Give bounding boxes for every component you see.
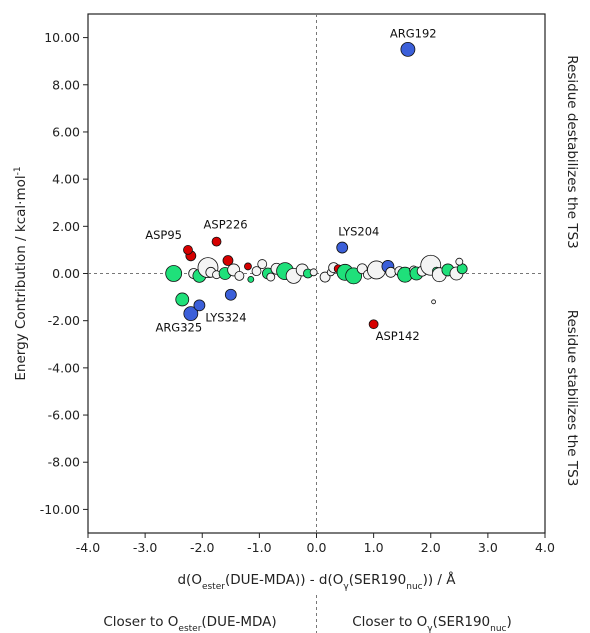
residue-point — [257, 259, 268, 269]
x-tick-label: 4.0 — [535, 540, 555, 555]
y-tick-label: -2.00 — [48, 313, 80, 328]
residue-point — [431, 299, 437, 305]
x-tick-label: 3.0 — [478, 540, 498, 555]
x-tick-label: 0.0 — [307, 540, 327, 555]
bottom-left-note: Closer to Oester(DUE-MDA) — [103, 614, 276, 633]
point-label-asp142: ASP142 — [376, 329, 420, 343]
residue-point — [175, 292, 190, 307]
x-tick-label: -1.0 — [247, 540, 271, 555]
point-label-arg192: ARG192 — [390, 26, 437, 40]
residue-point — [455, 257, 464, 266]
superscript: -1 — [13, 166, 23, 175]
residue-point — [266, 272, 276, 282]
residue-point — [224, 288, 237, 301]
y-tick-label: 10.00 — [44, 30, 80, 45]
axis-text: -4.0 -3.0 -2.0 -1.0 0.0 1.0 2.0 3.0 4.0-10.00-8.… — [13, 30, 580, 633]
y-tick-label: 4.00 — [52, 172, 80, 187]
residue-point — [345, 267, 363, 285]
labeled-point-asp95 — [183, 245, 193, 255]
subscript: nuc — [406, 582, 422, 592]
y-tick-label: 8.00 — [52, 77, 80, 92]
subscript: ester — [202, 582, 225, 592]
labeled-point-lys204 — [336, 241, 349, 254]
residue-point — [222, 255, 234, 266]
subscript: nuc — [490, 624, 506, 633]
y-tick-label: 0.00 — [52, 266, 80, 281]
data-points — [165, 41, 468, 330]
x-tick-label: -4.0 — [76, 540, 100, 555]
y-tick-label: -6.00 — [48, 408, 80, 423]
labeled-point-asp226 — [211, 236, 222, 247]
point-label-asp95: ASP95 — [145, 228, 182, 242]
labeled-point-arg325 — [183, 306, 199, 322]
x-tick-label: 1.0 — [364, 540, 384, 555]
subscript: γ — [343, 582, 349, 592]
text-part: (DUE-MDA) — [201, 614, 276, 630]
text-part: )) / Å — [423, 571, 457, 588]
text-part: (SER190 — [433, 614, 491, 630]
side-label-stabilizes: Residue stabilizes the TS3 — [564, 310, 580, 487]
residue-point — [247, 275, 255, 283]
annotations: ARG192 LYS204 ASP142 ASP95 ASP226 ARG325LYS32… — [145, 26, 436, 343]
point-label-lys204: LYS204 — [338, 225, 379, 239]
residue-point — [309, 268, 318, 277]
point-label-lys324: LYS324 — [205, 310, 246, 324]
x-tick-label: -2.0 — [190, 540, 214, 555]
x-tick-label: -3.0 — [133, 540, 157, 555]
residue-point — [319, 271, 331, 283]
y-axis-title: Energy Contribution / kcal·mol-1 — [13, 166, 29, 380]
text-part: Closer to O — [103, 614, 178, 630]
text-part: Energy Contribution / kcal·mol — [13, 175, 29, 380]
subscript: ester — [178, 624, 201, 633]
point-label-asp226: ASP226 — [204, 218, 248, 232]
residue-point — [244, 262, 252, 271]
x-tick-label: 2.0 — [421, 540, 441, 555]
text-part: ) — [507, 614, 512, 630]
residue-point — [251, 266, 262, 277]
residue-point — [385, 266, 397, 278]
y-tick-label: 6.00 — [52, 124, 80, 139]
y-tick-label: -10.00 — [40, 502, 80, 517]
y-tick-label: 2.00 — [52, 219, 80, 234]
subscript: γ — [427, 624, 433, 633]
y-tick-label: -4.00 — [48, 360, 80, 375]
point-label-arg325: ARG325 — [155, 321, 202, 335]
text-part: Closer to O — [352, 614, 427, 630]
side-label-destabilizes: Residue destabilizes the TS3 — [564, 55, 580, 248]
labeled-point-lys324 — [193, 299, 206, 312]
text-part: (SER190 — [349, 572, 407, 588]
residue-point — [165, 265, 183, 282]
y-tick-label: -8.00 — [48, 455, 80, 470]
bottom-right-note: Closer to Oγ(SER190nuc) — [352, 614, 512, 633]
text-part: d(O — [177, 572, 201, 588]
labeled-point-asp142 — [368, 319, 379, 330]
residue-point — [234, 270, 245, 281]
labeled-point-arg192 — [400, 41, 416, 57]
text-part: (DUE-MDA)) - d(O — [225, 572, 343, 588]
x-axis-title: d(Oester(DUE-MDA)) - d(Oγ(SER190nuc)) / … — [177, 571, 456, 592]
